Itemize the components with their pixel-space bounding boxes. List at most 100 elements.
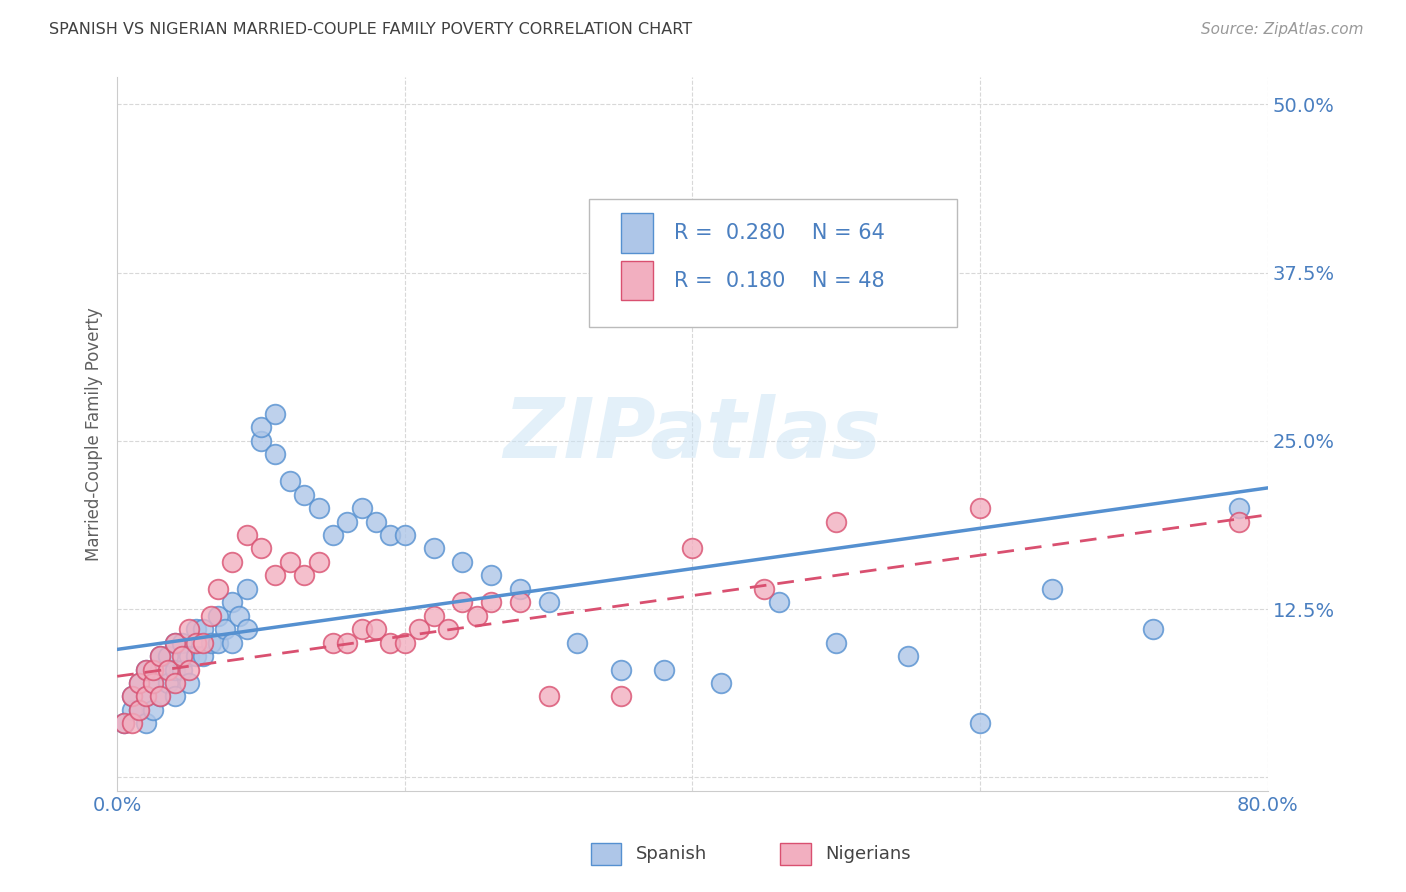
Point	[135, 690, 157, 704]
Point	[609, 663, 631, 677]
Point	[465, 608, 488, 623]
Point	[380, 528, 402, 542]
Point	[336, 635, 359, 649]
Point	[163, 676, 186, 690]
Point	[422, 541, 444, 556]
Point	[897, 649, 920, 664]
Point	[509, 595, 531, 609]
Point	[451, 595, 474, 609]
Point	[186, 635, 208, 649]
Point	[214, 622, 236, 636]
Point	[537, 595, 560, 609]
Point	[135, 716, 157, 731]
Point	[1227, 515, 1250, 529]
Point	[128, 676, 150, 690]
Point	[193, 635, 215, 649]
Point	[479, 595, 502, 609]
Point	[308, 501, 330, 516]
Point	[336, 515, 359, 529]
Point	[170, 635, 193, 649]
Point	[177, 649, 200, 664]
Text: SPANISH VS NIGERIAN MARRIED-COUPLE FAMILY POVERTY CORRELATION CHART: SPANISH VS NIGERIAN MARRIED-COUPLE FAMIL…	[49, 22, 692, 37]
Bar	[621, 213, 654, 252]
Point	[969, 501, 991, 516]
Point	[350, 501, 373, 516]
Point	[264, 568, 287, 582]
Point	[186, 649, 208, 664]
Point	[682, 541, 704, 556]
Point	[394, 528, 416, 542]
Point	[142, 676, 165, 690]
Text: Source: ZipAtlas.com: Source: ZipAtlas.com	[1201, 22, 1364, 37]
Text: ZIPatlas: ZIPatlas	[503, 393, 882, 475]
Point	[163, 635, 186, 649]
Point	[825, 515, 848, 529]
Point	[177, 622, 200, 636]
Point	[207, 635, 229, 649]
Point	[278, 555, 301, 569]
Point	[149, 690, 172, 704]
Point	[200, 635, 222, 649]
Bar	[621, 261, 654, 301]
Point	[451, 555, 474, 569]
Point	[128, 703, 150, 717]
Point	[142, 663, 165, 677]
Point	[250, 434, 273, 448]
Point	[156, 676, 179, 690]
Point	[322, 635, 344, 649]
Point	[121, 690, 143, 704]
Point	[364, 622, 387, 636]
Point	[422, 608, 444, 623]
Point	[156, 663, 179, 677]
Point	[567, 635, 589, 649]
Point	[1142, 622, 1164, 636]
Point	[163, 690, 186, 704]
Point	[394, 635, 416, 649]
Point	[479, 568, 502, 582]
Point	[250, 420, 273, 434]
Point	[170, 649, 193, 664]
Point	[609, 690, 631, 704]
Point	[350, 622, 373, 636]
Point	[121, 690, 143, 704]
Point	[364, 515, 387, 529]
Point	[149, 690, 172, 704]
Point	[193, 622, 215, 636]
Point	[322, 528, 344, 542]
Point	[135, 663, 157, 677]
Point	[170, 663, 193, 677]
Point	[221, 635, 243, 649]
Point	[221, 595, 243, 609]
Point	[128, 703, 150, 717]
Point	[264, 407, 287, 421]
Point	[149, 663, 172, 677]
Point	[121, 716, 143, 731]
Point	[264, 447, 287, 461]
Text: R =  0.280    N = 64: R = 0.280 N = 64	[673, 223, 884, 243]
Point	[121, 703, 143, 717]
Point	[710, 676, 733, 690]
Point	[142, 676, 165, 690]
Point	[149, 649, 172, 664]
Point	[112, 716, 135, 731]
Point	[112, 716, 135, 731]
Point	[128, 676, 150, 690]
Point	[163, 663, 186, 677]
Text: Nigerians: Nigerians	[825, 845, 911, 863]
Point	[437, 622, 460, 636]
Point	[135, 663, 157, 677]
Y-axis label: Married-Couple Family Poverty: Married-Couple Family Poverty	[86, 307, 103, 561]
Point	[408, 622, 430, 636]
Point	[235, 622, 257, 636]
Point	[292, 488, 315, 502]
Point	[207, 608, 229, 623]
Point	[193, 649, 215, 664]
Point	[200, 608, 222, 623]
Point	[163, 635, 186, 649]
Point	[969, 716, 991, 731]
Point	[135, 690, 157, 704]
Point	[221, 555, 243, 569]
Point	[380, 635, 402, 649]
Point	[825, 635, 848, 649]
Text: R =  0.180    N = 48: R = 0.180 N = 48	[673, 270, 884, 291]
